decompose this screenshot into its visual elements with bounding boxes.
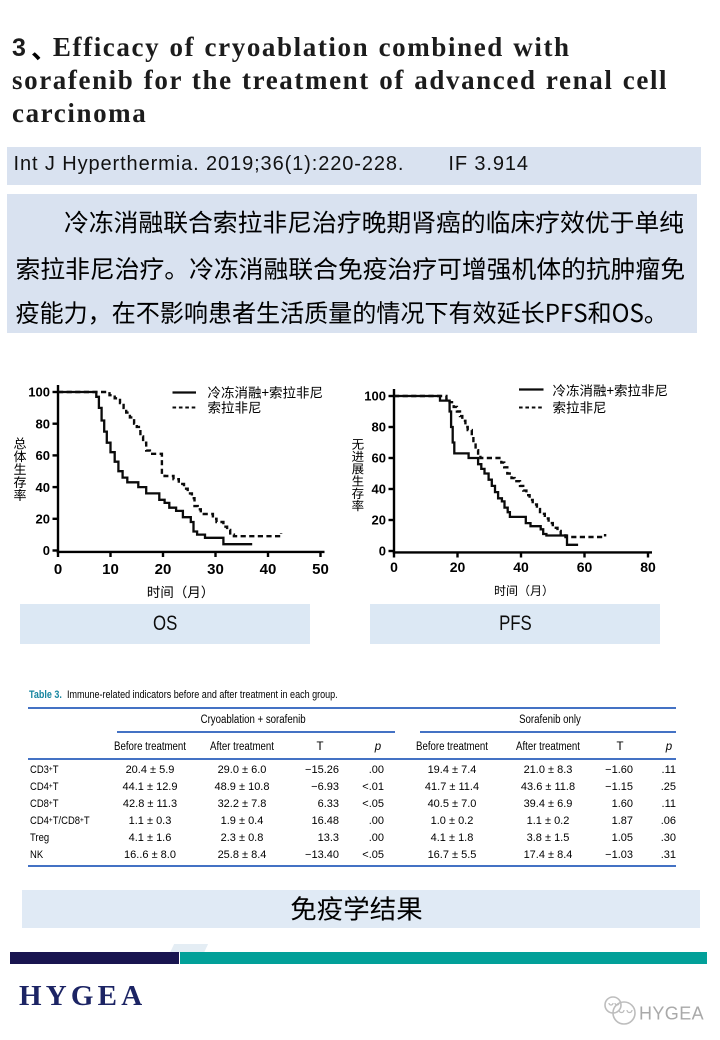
svg-text:HYGEA: HYGEA: [639, 1004, 704, 1024]
svg-text:10: 10: [102, 561, 119, 578]
svg-text:50: 50: [312, 561, 329, 578]
svg-text:40: 40: [260, 561, 277, 578]
svg-text:100: 100: [28, 385, 50, 400]
svg-text:60: 60: [577, 559, 593, 575]
svg-text:0: 0: [54, 561, 62, 578]
svg-text:20: 20: [155, 561, 172, 578]
svg-text:20: 20: [372, 513, 386, 528]
svg-text:80: 80: [640, 559, 656, 575]
svg-text:60: 60: [372, 451, 386, 466]
svg-text:20: 20: [36, 512, 50, 527]
svg-text:60: 60: [36, 448, 50, 463]
svg-text:40: 40: [513, 559, 529, 575]
svg-text:30: 30: [207, 561, 224, 578]
svg-text:20: 20: [450, 559, 466, 575]
svg-text:80: 80: [36, 416, 50, 431]
svg-text:40: 40: [36, 480, 50, 495]
svg-text:0: 0: [379, 544, 386, 559]
svg-text:40: 40: [372, 482, 386, 497]
svg-text:0: 0: [390, 559, 398, 575]
svg-text:100: 100: [364, 389, 386, 404]
svg-text:0: 0: [43, 543, 50, 558]
svg-text:80: 80: [372, 420, 386, 435]
